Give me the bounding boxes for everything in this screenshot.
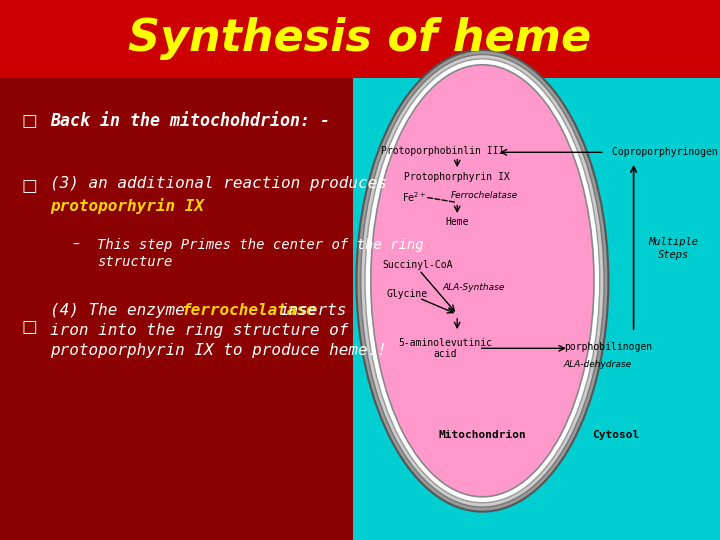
Text: □: □ <box>22 177 37 195</box>
Text: Cytosol: Cytosol <box>592 430 639 440</box>
Text: ALA-dehydrase: ALA-dehydrase <box>564 360 631 369</box>
Text: iron into the ring structure of: iron into the ring structure of <box>50 323 348 338</box>
Text: Protophorphyrin IX: Protophorphyrin IX <box>405 172 510 182</box>
Text: inserts: inserts <box>279 303 347 318</box>
Text: (4) The enzyme: (4) The enzyme <box>50 303 195 318</box>
Text: Mitochondrion: Mitochondrion <box>438 430 526 440</box>
Text: protoporhyrin IX: protoporhyrin IX <box>50 198 204 214</box>
Text: Synthesis of heme: Synthesis of heme <box>128 17 592 60</box>
Text: –: – <box>72 238 79 252</box>
Text: Ferrochelatase: Ferrochelatase <box>450 191 518 200</box>
Text: structure: structure <box>97 255 173 269</box>
Ellipse shape <box>361 55 604 507</box>
Ellipse shape <box>365 59 600 503</box>
Text: This step Primes the center of the ring: This step Primes the center of the ring <box>97 238 424 252</box>
Text: Multiple
Steps: Multiple Steps <box>648 237 698 260</box>
Text: porphobilinogen: porphobilinogen <box>564 342 652 352</box>
Text: Heme: Heme <box>446 218 469 227</box>
Text: Fe$^{2+}$: Fe$^{2+}$ <box>402 190 426 204</box>
Text: Glycine: Glycine <box>386 289 428 299</box>
Text: protoporphyrin IX to produce heme!!: protoporphyrin IX to produce heme!! <box>50 343 387 359</box>
Ellipse shape <box>371 65 594 497</box>
Text: acid: acid <box>433 349 456 359</box>
Text: (3) an additional reaction produces: (3) an additional reaction produces <box>50 176 387 191</box>
Text: □: □ <box>22 318 37 336</box>
Text: ALA-Synthase: ALA-Synthase <box>443 283 505 292</box>
Text: □: □ <box>22 112 37 131</box>
Text: Coproporphyrinogen III: Coproporphyrinogen III <box>612 147 720 157</box>
Bar <box>353 78 720 540</box>
Text: ferrochelatase: ferrochelatase <box>181 303 316 318</box>
Text: 5-aminolevutinic: 5-aminolevutinic <box>398 338 492 348</box>
Ellipse shape <box>356 50 608 512</box>
Text: Back in the mitochohdrion: -: Back in the mitochohdrion: - <box>50 112 330 131</box>
Bar <box>0 0 720 78</box>
Text: Protoporphobinlin III: Protoporphobinlin III <box>381 146 505 156</box>
Text: Succinyl-CoA: Succinyl-CoA <box>382 260 453 269</box>
